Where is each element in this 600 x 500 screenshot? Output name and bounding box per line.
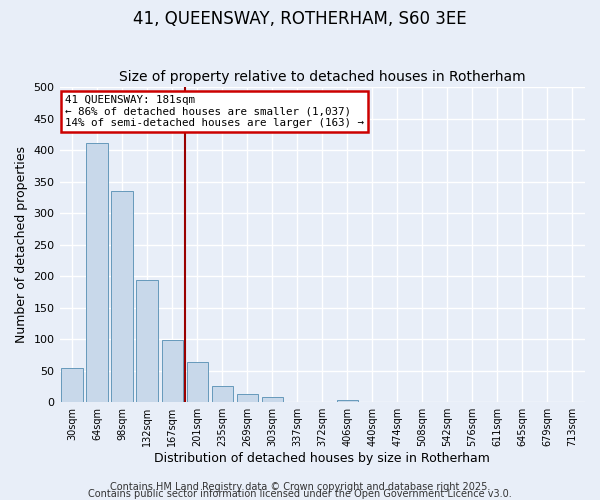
- Text: 41, QUEENSWAY, ROTHERHAM, S60 3EE: 41, QUEENSWAY, ROTHERHAM, S60 3EE: [133, 10, 467, 28]
- Text: 41 QUEENSWAY: 181sqm
← 86% of detached houses are smaller (1,037)
14% of semi-de: 41 QUEENSWAY: 181sqm ← 86% of detached h…: [65, 95, 364, 128]
- Bar: [86, 143, 108, 402]
- Bar: [112, 191, 133, 402]
- X-axis label: Distribution of detached houses by size in Rotherham: Distribution of detached houses by size …: [154, 452, 490, 465]
- Bar: [236, 394, 258, 402]
- Text: Contains public sector information licensed under the Open Government Licence v3: Contains public sector information licen…: [88, 489, 512, 499]
- Bar: [262, 397, 283, 402]
- Title: Size of property relative to detached houses in Rotherham: Size of property relative to detached ho…: [119, 70, 526, 85]
- Y-axis label: Number of detached properties: Number of detached properties: [15, 146, 28, 343]
- Bar: [161, 340, 183, 402]
- Bar: [187, 362, 208, 402]
- Bar: [337, 400, 358, 402]
- Text: Contains HM Land Registry data © Crown copyright and database right 2025.: Contains HM Land Registry data © Crown c…: [110, 482, 490, 492]
- Bar: [136, 280, 158, 402]
- Bar: [61, 368, 83, 402]
- Bar: [212, 386, 233, 402]
